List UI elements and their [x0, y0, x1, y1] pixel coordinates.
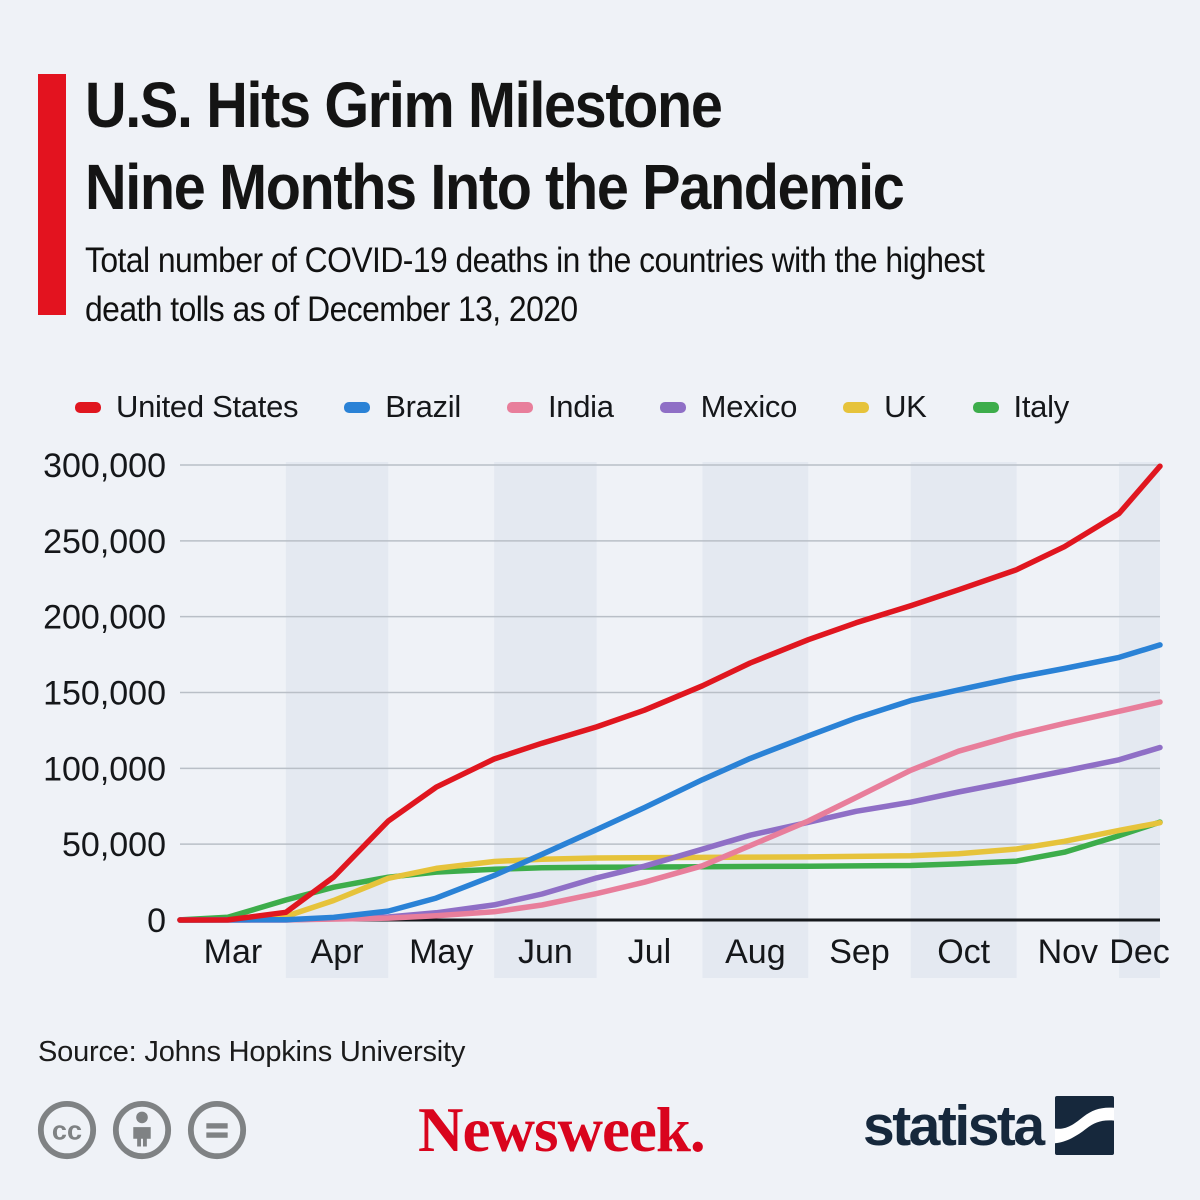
- y-tick-label: 150,000: [43, 675, 166, 713]
- covid-deaths-line-chart: 0 50,000 100,000 150,000 200,000 250,000 300,0…: [0, 440, 1200, 995]
- x-tick-label-dec: Dec: [1109, 933, 1169, 971]
- legend-swatch-uk: [843, 401, 870, 413]
- legend-item-brazil: Brazil: [344, 389, 461, 425]
- page-title-line1: U.S. Hits Grim Milestone: [85, 69, 723, 141]
- legend-label-brazil: Brazil: [385, 389, 461, 424]
- chart-legend: United States Brazil India Mexico UK Ita…: [75, 389, 1069, 425]
- legend-item-united-states: United States: [75, 389, 299, 425]
- cc-no-derivatives-icon: [187, 1100, 247, 1160]
- source-note: Source: Johns Hopkins University: [38, 1036, 466, 1068]
- y-tick-label: 200,000: [43, 599, 166, 637]
- x-tick-label-jun: Jun: [518, 933, 573, 971]
- legend-label-uk: UK: [884, 389, 927, 424]
- x-tick-label-oct: Oct: [937, 933, 990, 971]
- statista-logo-text: statista: [863, 1093, 1045, 1158]
- y-tick-label: 0: [147, 902, 166, 940]
- page-subtitle-line2: death tolls as of December 13, 2020: [85, 290, 578, 329]
- y-tick-label: 300,000: [43, 447, 166, 485]
- month-band-dec: [1119, 462, 1160, 978]
- legend-label-india: India: [547, 389, 614, 424]
- legend-label-italy: Italy: [1013, 389, 1070, 424]
- legend-swatch-india: [506, 401, 533, 413]
- x-tick-label-jul: Jul: [628, 933, 671, 971]
- legend-label-united-states: United States: [116, 389, 299, 424]
- legend-swatch-mexico: [659, 401, 686, 413]
- page-subtitle: Total number of COVID-19 deaths in the c…: [85, 236, 985, 334]
- y-tick-label: 250,000: [43, 523, 166, 561]
- x-tick-label-sep: Sep: [829, 933, 890, 971]
- line-india: [177, 699, 1163, 923]
- cc-license-icon: cc: [37, 1100, 97, 1160]
- page-subtitle-line1: Total number of COVID-19 deaths in the c…: [85, 241, 985, 280]
- x-tick-label-mar: Mar: [204, 933, 263, 971]
- legend-swatch-italy: [972, 401, 999, 413]
- svg-text:cc: cc: [52, 1115, 82, 1146]
- legend-swatch-brazil: [344, 401, 371, 413]
- cc-attribution-icon: [112, 1100, 172, 1160]
- x-tick-label-may: May: [409, 933, 473, 971]
- legend-item-india: India: [506, 389, 614, 425]
- legend-item-italy: Italy: [972, 389, 1070, 425]
- month-band-apr: [285, 462, 389, 978]
- legend-swatch-united-states: [75, 401, 101, 413]
- page-title-line2: Nine Months Into the Pandemic: [85, 151, 905, 223]
- page-title: U.S. Hits Grim Milestone Nine Months Int…: [85, 64, 905, 228]
- legend-item-mexico: Mexico: [659, 389, 798, 425]
- legend-label-mexico: Mexico: [700, 389, 798, 424]
- statista-logo: statista: [863, 1096, 1114, 1155]
- month-band-oct: [910, 462, 1017, 978]
- newsweek-logo: Newsweek.: [418, 1095, 706, 1165]
- line-brazil: [177, 642, 1163, 923]
- y-tick-label: 100,000: [43, 750, 166, 788]
- y-tick-label: 50,000: [62, 826, 166, 864]
- x-tick-label-apr: Apr: [311, 933, 364, 971]
- x-tick-label-aug: Aug: [725, 933, 786, 971]
- cc-license-icons: cc: [36, 1099, 248, 1161]
- chart-svg: 0 50,000 100,000 150,000 200,000 250,000 300,0…: [43, 447, 1170, 978]
- title-accent-bar: [38, 74, 66, 315]
- x-tick-label-nov: Nov: [1038, 933, 1098, 971]
- line-united-states: [177, 463, 1163, 923]
- statista-swoosh-icon: [1054, 1096, 1114, 1155]
- month-band-aug: [702, 462, 809, 978]
- legend-item-uk: UK: [843, 389, 927, 425]
- line-uk: [177, 819, 1163, 923]
